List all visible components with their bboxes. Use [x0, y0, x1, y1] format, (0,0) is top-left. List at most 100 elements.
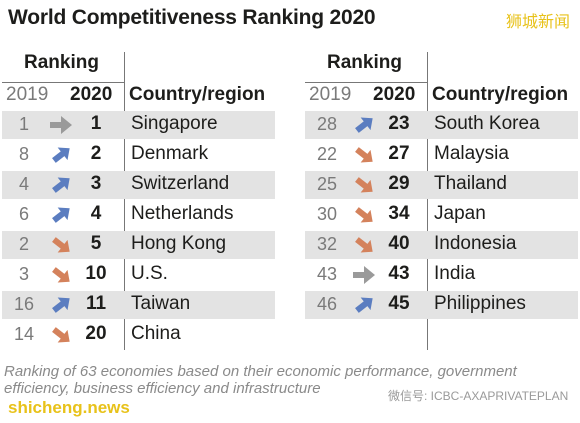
- country-name: Malaysia: [434, 143, 509, 164]
- arrow-right-icon: [353, 266, 375, 284]
- divider: [305, 82, 427, 83]
- rank-2019: 4: [18, 174, 29, 194]
- country-name: Philippines: [434, 293, 526, 314]
- table-row: 30 34 Japan: [305, 200, 580, 230]
- country-name: China: [131, 323, 181, 344]
- column-headers: 2019 2020 Country/region: [2, 82, 282, 110]
- table-row: 16 11 Taiwan: [2, 290, 282, 320]
- table-row: 4 3 Switzerland: [2, 170, 282, 200]
- country-name: Netherlands: [131, 203, 234, 224]
- rank-2019: 8: [18, 144, 29, 164]
- table-row: 1 1 Singapore: [2, 110, 282, 140]
- rank-2020: 5: [90, 233, 102, 254]
- row-shade: [2, 111, 275, 139]
- arrow-up-icon: [355, 117, 373, 133]
- row-shade: [2, 291, 275, 319]
- rank-2020: 43: [388, 263, 410, 284]
- country-name: Denmark: [131, 143, 209, 164]
- rank-2019: 16: [13, 294, 35, 314]
- watermark-bottom: shicheng.news: [8, 398, 130, 417]
- country-name: Singapore: [131, 113, 218, 134]
- rank-2019: 46: [316, 294, 338, 314]
- header-2019: 2019: [309, 84, 352, 105]
- table-row: 8 2 Denmark: [2, 140, 282, 170]
- rank-2019: 14: [13, 324, 35, 344]
- watermark-top: 狮城新闻: [505, 12, 570, 31]
- header-2019: 2019: [6, 84, 49, 105]
- country-name: Indonesia: [434, 233, 517, 254]
- arrow-down-icon: [355, 177, 373, 193]
- table-row: 22 27 Malaysia: [305, 140, 580, 170]
- table-row: 6 4 Netherlands: [2, 200, 282, 230]
- table-row: 14 20 China: [2, 320, 282, 350]
- header-2020: 2020: [70, 84, 113, 105]
- row-shade: [305, 171, 578, 199]
- rank-2019: 2: [18, 234, 29, 254]
- divider: [124, 52, 125, 350]
- rank-2019: 30: [316, 204, 338, 224]
- rank-2020: 40: [388, 233, 410, 254]
- country-name: Japan: [434, 203, 486, 224]
- rank-2020: 3: [90, 173, 102, 194]
- ranking-header: Ranking: [327, 52, 402, 73]
- rank-2020: 45: [388, 293, 410, 314]
- arrow-up-icon: [52, 177, 70, 193]
- table-row: 43 43 India: [305, 260, 580, 290]
- rank-2020: 29: [388, 173, 410, 194]
- arrow-up-icon: [355, 297, 373, 313]
- country-name: Switzerland: [131, 173, 230, 194]
- rank-2020: 11: [85, 293, 107, 314]
- header-country: Country/region: [432, 84, 569, 105]
- table-row: 32 40 Indonesia: [305, 230, 580, 260]
- rank-2019: 28: [316, 114, 338, 134]
- row-shade: [2, 231, 275, 259]
- country-name: Taiwan: [131, 293, 191, 314]
- rank-2020: 34: [388, 203, 410, 224]
- arrow-down-icon: [355, 237, 373, 253]
- rank-2019: 6: [18, 204, 29, 224]
- footnote: Ranking of 63 economies based on their e…: [4, 363, 517, 397]
- country-name: Thailand: [434, 173, 507, 194]
- rank-2019: 32: [316, 234, 338, 254]
- arrow-down-icon: [355, 147, 373, 163]
- rank-2020: 27: [388, 143, 410, 164]
- rank-2020: 2: [90, 143, 102, 164]
- table-row: 28 23 South Korea: [305, 110, 580, 140]
- arrow-down-icon: [52, 327, 70, 343]
- header-country: Country/region: [129, 84, 266, 105]
- rank-2020: 4: [90, 203, 102, 224]
- divider: [427, 52, 428, 350]
- country-name: South Korea: [434, 113, 540, 134]
- rank-2019: 43: [316, 264, 338, 284]
- arrow-up-icon: [52, 207, 70, 223]
- country-name: U.S.: [131, 263, 168, 284]
- row-shade: [305, 231, 578, 259]
- header-2020: 2020: [373, 84, 416, 105]
- row-shade: [2, 171, 275, 199]
- ranking-header: Ranking: [24, 52, 99, 73]
- country-name: India: [434, 263, 476, 284]
- rank-2020: 23: [388, 113, 410, 134]
- arrow-down-icon: [52, 237, 70, 253]
- arrow-right-icon: [50, 116, 72, 134]
- rank-2019: 1: [18, 114, 29, 134]
- arrow-up-icon: [52, 147, 70, 163]
- arrow-down-icon: [355, 207, 373, 223]
- table-row: 46 45 Philippines: [305, 290, 580, 320]
- column-headers: 2019 2020 Country/region: [305, 82, 580, 110]
- row-shade: [305, 291, 578, 319]
- divider: [2, 82, 124, 83]
- table-row: 2 5 Hong Kong: [2, 230, 282, 260]
- rank-2020: 20: [85, 323, 107, 344]
- table-row: 3 10 U.S.: [2, 260, 282, 290]
- table-row: 25 29 Thailand: [305, 170, 580, 200]
- arrow-down-icon: [52, 267, 70, 283]
- table-rows: 28 23 South Korea 22 27 Malaysia 25 29 Thailand 3…: [305, 110, 580, 320]
- country-name: Hong Kong: [131, 233, 227, 254]
- rank-2019: 22: [316, 144, 338, 164]
- rank-2019: 3: [18, 264, 29, 284]
- table-rows: 1 1 Singapore 8 2 Denmark 4 3 Switzerland 6 4 Nethe…: [2, 110, 282, 350]
- arrow-up-icon: [52, 297, 70, 313]
- rank-2020: 1: [90, 113, 102, 134]
- rank-2020: 10: [85, 263, 107, 284]
